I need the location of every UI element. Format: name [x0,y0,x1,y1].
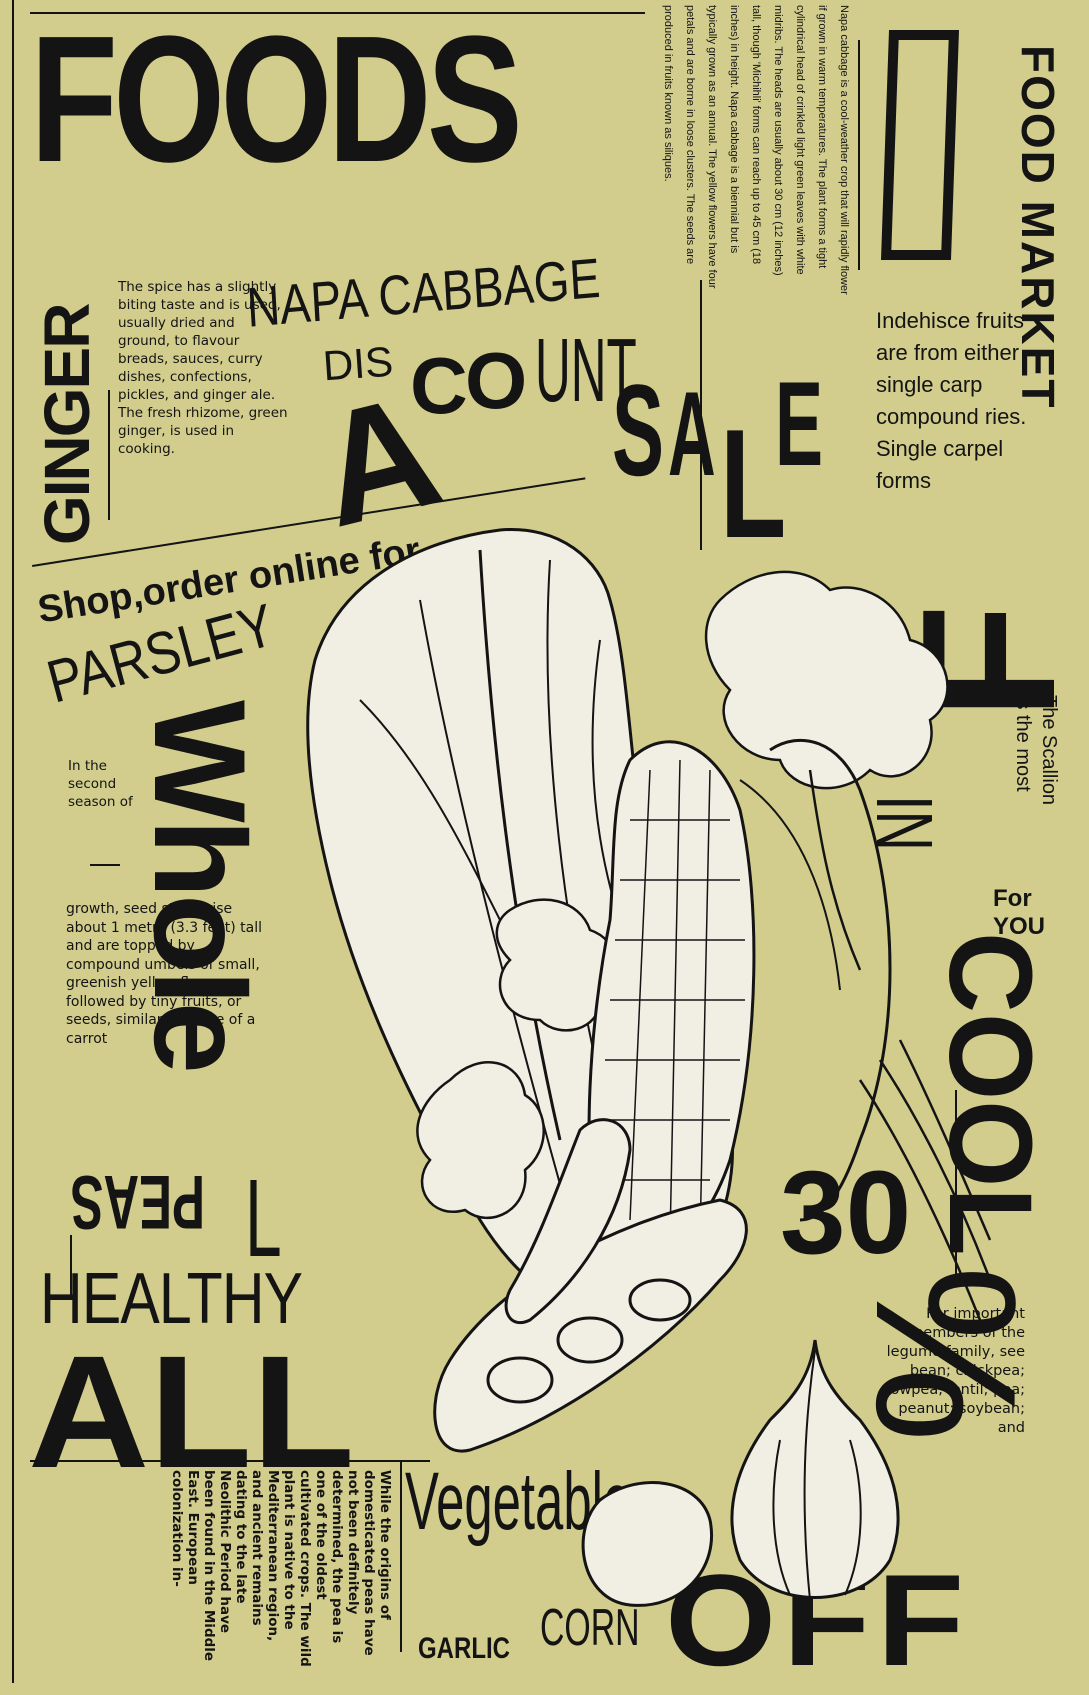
ginger-vertical: GINGER [31,304,103,545]
scallion-text: The Scallion is the most [1012,695,1060,806]
peas-rotated: PEAS [70,1159,206,1244]
garlic-icon [581,1339,900,1607]
sale-a: A [668,367,716,501]
ginger-icon [416,1061,545,1220]
bottom-mid-rule [400,1462,402,1652]
discount-c: C [410,341,468,430]
corn-icon [587,738,892,1259]
napa-description: Napa cabbage is a cool-weather crop that… [662,5,850,295]
parsley-icon [495,570,949,1032]
parsley-text-short: In the second season of [68,758,133,810]
scallion-icon [858,1039,992,1321]
small-rule [90,864,120,866]
for-you-label: For YOU [993,885,1046,940]
vegetables-illustration-icon [306,528,992,1607]
sale-s: S [612,357,665,503]
headline: FOODS [30,0,523,200]
legume-text: For important members of the legume fami… [882,1306,1025,1436]
sale-l: L [720,397,787,570]
healthy-title: HEALTHY [40,1259,303,1339]
indehiscent-text: Indehisce fruits are from either single … [876,308,1027,493]
sale-e: E [775,357,824,491]
all-title: ALL [28,1322,355,1501]
peas-rule [70,1235,72,1295]
discount-o: O [465,336,528,425]
right-bottom-rule [955,1090,957,1275]
parsley-text-long: growth, seed stalks rise about 1 metre (… [66,901,263,1047]
peas-pod-icon [433,1118,748,1453]
corn-label: CORN [540,1599,640,1657]
thirty-number: 30 [780,1147,912,1279]
garlic-label: GARLIC [418,1632,510,1665]
discount-unt: UNT [535,321,637,421]
right-rule [858,40,860,270]
sale-rule [700,280,702,550]
ginger-description: The spice has a slightly biting taste an… [118,279,288,457]
left-border-line [12,0,14,1683]
outline-box-icon [880,30,960,260]
top-rule [30,12,645,14]
bottom-left-rule [30,1460,430,1462]
l-mark: L [245,1157,282,1280]
mid-left-rule [108,390,110,520]
